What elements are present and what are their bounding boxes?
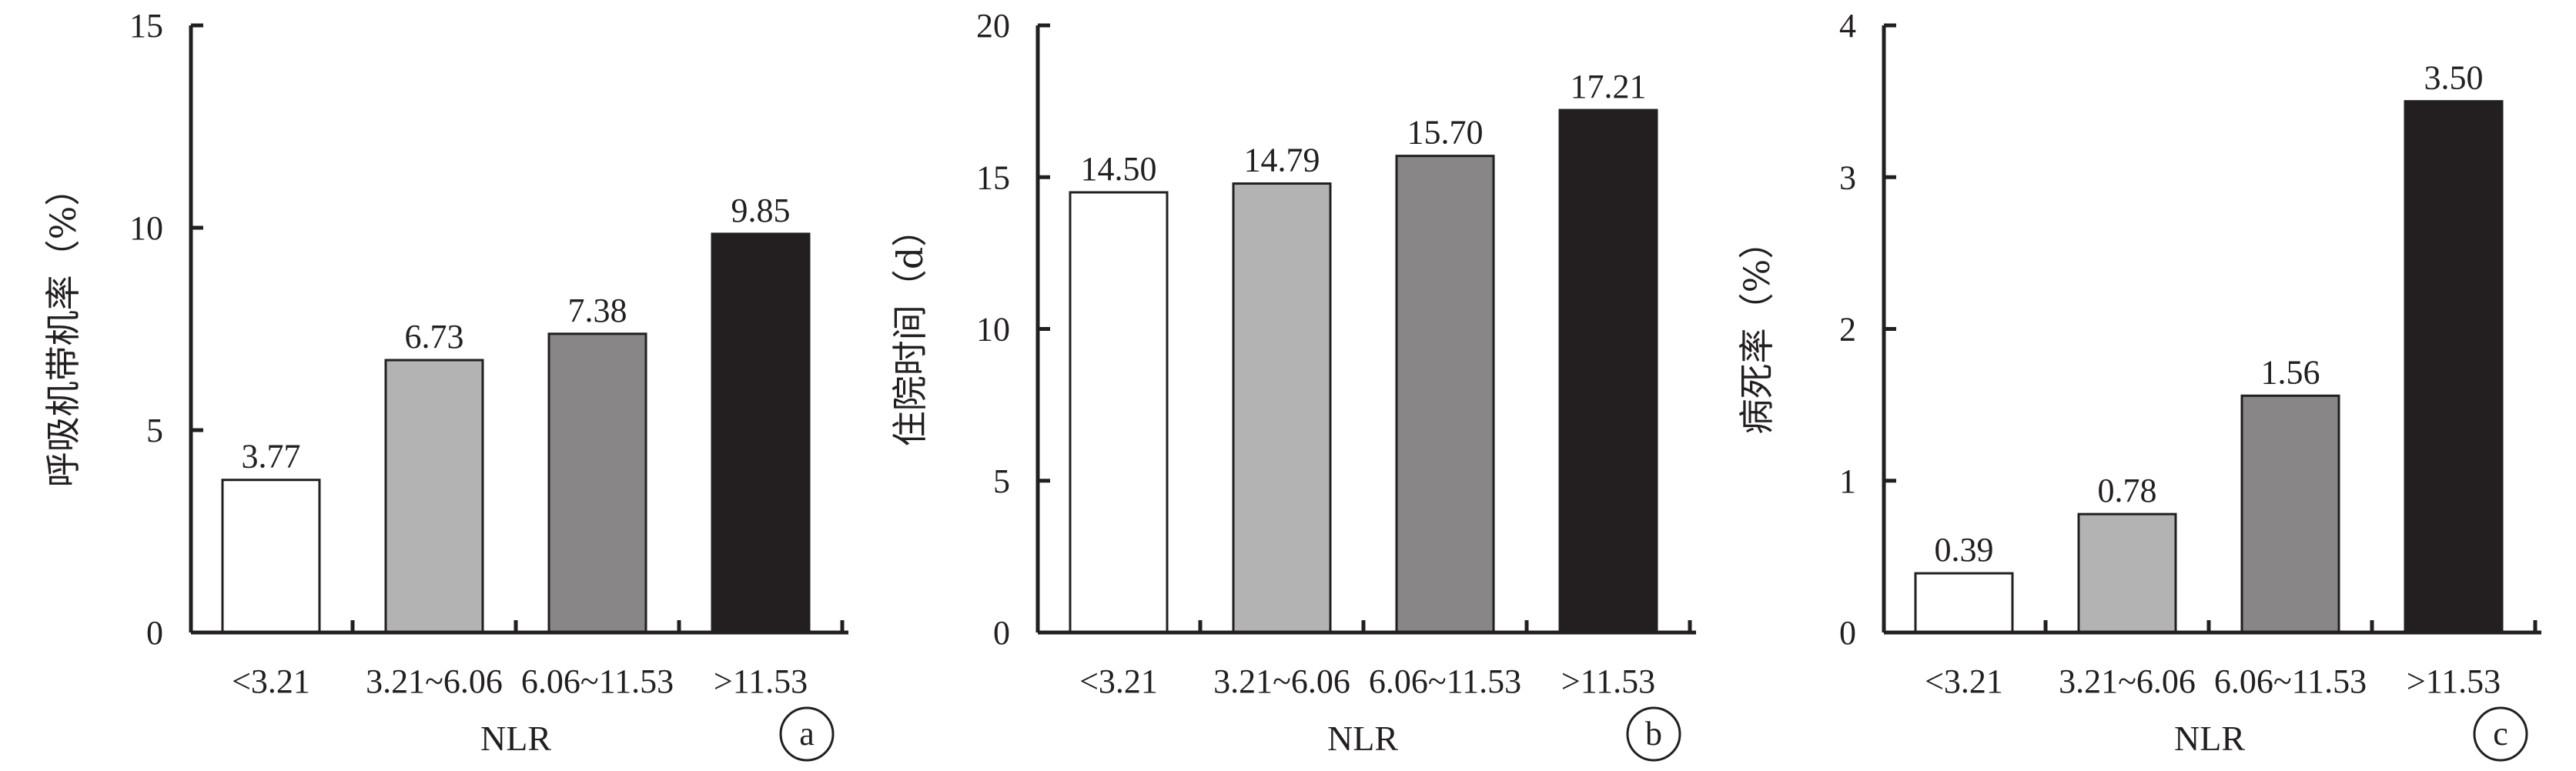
x-tick-label: 6.06~11.53 (2214, 663, 2367, 700)
bar-3 (547, 332, 647, 634)
bar-4 (1558, 108, 1658, 634)
chart-panel-b: 14.50 14.79 15.70 17.21 0 5 10 15 20 <3.21 3.21~6.… (889, 7, 1696, 762)
x-tick-label: >11.53 (2407, 663, 2501, 700)
y-tick-label: 0 (993, 614, 1010, 652)
y-tick-label: 20 (976, 7, 1010, 45)
y-tick-label: 5 (993, 462, 1010, 500)
panel-label-circle (779, 706, 835, 762)
chart-panel-c: 0.39 0.78 1.56 3.50 0 1 2 3 4 <3.21 3.21~6.06 6.06~… (1736, 7, 2541, 762)
y-tick-label: 0 (146, 614, 163, 652)
data-label: 9.85 (731, 192, 791, 229)
panel-label: c (2493, 715, 2508, 753)
y-tick-label: 15 (129, 7, 163, 45)
data-label: 3.77 (242, 438, 301, 476)
panel-label-circle (1626, 706, 1681, 762)
data-label: 14.50 (1081, 150, 1157, 188)
bar-3 (1395, 155, 1495, 634)
data-label: 14.79 (1244, 142, 1320, 179)
data-label: 3.50 (2424, 59, 2484, 97)
bar-1 (221, 479, 321, 634)
panel-label-circle (2473, 706, 2528, 762)
bar-3 (2240, 394, 2340, 634)
x-tick-label: >11.53 (714, 663, 808, 700)
x-axis-label: NLR (2174, 719, 2245, 758)
y-axis-label: 病死率（%） (1736, 224, 1778, 435)
x-tick-label: >11.53 (1561, 663, 1655, 700)
x-tick-label: 3.21~6.06 (1213, 663, 1350, 700)
y-tick-label: 1 (1839, 462, 1856, 500)
bar-2 (2077, 512, 2177, 634)
x-tick-label: <3.21 (1925, 663, 2003, 700)
x-tick-label: <3.21 (1079, 663, 1158, 700)
data-label: 6.73 (405, 318, 464, 355)
y-tick-label: 0 (1839, 614, 1856, 652)
bar-1 (1914, 572, 2014, 634)
chart-panel-a: 3.77 6.73 7.38 9.85 0 5 10 15 <3.21 3.21~6.06 6.06… (42, 7, 848, 762)
bar-2 (384, 359, 484, 634)
x-tick-label: 6.06~11.53 (1369, 663, 1521, 700)
y-tick-label: 3 (1839, 159, 1856, 196)
y-tick-label: 10 (129, 209, 163, 247)
data-label: 15.70 (1407, 114, 1484, 152)
data-label: 0.39 (1935, 531, 1994, 569)
y-tick-label: 10 (976, 311, 1010, 349)
data-label: 7.38 (568, 292, 627, 329)
data-label: 0.78 (2098, 472, 2157, 509)
x-axis-label: NLR (480, 719, 551, 758)
x-tick-label: 6.06~11.53 (521, 663, 674, 700)
panel-label: a (799, 715, 815, 753)
data-label: 1.56 (2261, 353, 2320, 391)
y-axis-label: 呼吸机带机率（%） (42, 171, 84, 488)
panel-label: b (1645, 715, 1662, 753)
y-tick-label: 2 (1839, 311, 1856, 349)
y-tick-label: 5 (146, 412, 163, 449)
y-axis-label: 住院时间（d） (889, 212, 931, 446)
y-tick-label: 4 (1839, 7, 1856, 45)
y-tick-label: 15 (976, 159, 1010, 196)
x-axis-label: NLR (1327, 719, 1398, 758)
bar-4 (711, 232, 811, 634)
x-tick-label: 3.21~6.06 (2059, 663, 2196, 700)
x-tick-label: 3.21~6.06 (366, 663, 503, 700)
x-tick-label: <3.21 (232, 663, 310, 700)
bar-2 (1232, 182, 1332, 634)
data-label: 17.21 (1571, 68, 1647, 105)
bar-1 (1069, 191, 1169, 634)
bar-4 (2404, 100, 2504, 634)
